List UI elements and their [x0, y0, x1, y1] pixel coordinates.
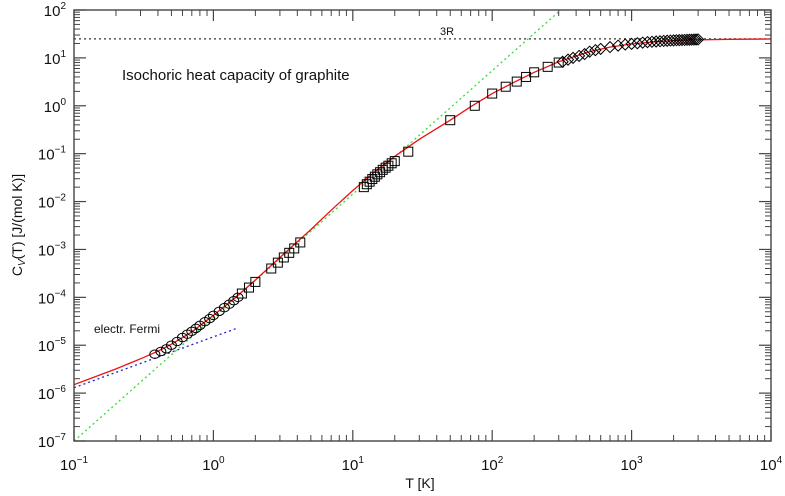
svg-text:CV(T) [J/(mol K)]: CV(T) [J/(mol K)]	[9, 174, 28, 276]
data-point-diamond	[566, 51, 580, 65]
y-tick-label: 10−3	[38, 240, 67, 259]
data-point-square	[386, 158, 397, 169]
data-point-circle	[186, 326, 198, 337]
y-tick-label: 10−2	[38, 193, 67, 212]
y-label-main: C	[9, 266, 25, 276]
data-point-diamond	[657, 34, 670, 48]
x-tick-label: 104	[760, 455, 783, 474]
data-point-square	[243, 282, 254, 293]
y-tick-label: 10−7	[38, 432, 67, 451]
fermi-label: electr. Fermi	[94, 322, 160, 336]
data-point-square	[236, 288, 247, 299]
data-point-diamond	[636, 36, 649, 49]
data-point-square	[553, 57, 564, 68]
y-tick-label: 10−1	[38, 145, 67, 164]
data-point-diamond	[561, 53, 575, 66]
y-label-rest: (T) [J/(mol K)]	[9, 174, 25, 260]
data-point-square	[500, 81, 511, 92]
data-point-square	[295, 237, 306, 248]
data-point-circle	[190, 323, 202, 334]
electronic-fermi-term-line	[74, 327, 239, 389]
x-tick-label: 103	[620, 455, 643, 474]
data-point-diamond	[685, 33, 698, 46]
x-axis-label: T [K]	[405, 475, 434, 491]
data-point-diamond	[687, 33, 701, 46]
x-tick-label: 102	[481, 455, 504, 474]
data-point-diamond	[572, 49, 586, 63]
y-tick-label: 102	[44, 1, 67, 20]
y-tick-label: 10−6	[38, 384, 67, 403]
data-point-diamond	[667, 34, 680, 47]
data-point-square	[487, 88, 498, 99]
data-point-square	[358, 182, 369, 193]
data-point-diamond	[660, 34, 674, 47]
data-point-diamond	[611, 39, 625, 52]
x-tick-label: 100	[202, 455, 225, 474]
plot-frame	[73, 9, 772, 442]
data-point-diamond	[664, 34, 677, 47]
data-point-square	[542, 61, 553, 72]
data-point-square	[361, 179, 372, 190]
plot-area	[74, 10, 771, 441]
data-point-square	[250, 276, 261, 287]
data-point-diamond	[683, 33, 696, 46]
y-tick-label: 10−5	[38, 336, 67, 355]
data-point-diamond	[619, 38, 632, 51]
y-tick-label: 10−4	[38, 288, 67, 307]
y-axis-label: CV(T) [J/(mol K)]	[9, 174, 28, 276]
three-r-label: 3R	[440, 26, 454, 38]
data-point-diamond	[680, 33, 694, 47]
data-point-diamond	[578, 47, 591, 61]
data-point-circle	[232, 292, 244, 303]
data-point-diamond	[631, 37, 644, 50]
data-point-diamond	[583, 45, 596, 58]
data-point-diamond	[556, 55, 569, 68]
model-fit-line	[74, 38, 771, 386]
chart-title: Isochoric heat capacity of graphite	[122, 67, 350, 84]
y-tick-label: 101	[44, 49, 67, 68]
data-point-square	[529, 67, 540, 78]
data-point-diamond	[625, 37, 638, 51]
x-tick-label: 101	[342, 455, 365, 474]
lattice-low-t-asymptote-line	[74, 10, 562, 441]
data-point-circle	[204, 313, 216, 324]
data-point-square	[389, 156, 400, 167]
data-point-circle	[155, 346, 167, 357]
data-point-square	[403, 146, 414, 157]
data-point-square	[469, 100, 480, 111]
x-tick-label: 10−1	[60, 455, 89, 474]
data-point-square	[266, 263, 277, 274]
data-point-diamond	[689, 33, 703, 46]
data-point-square	[272, 257, 283, 268]
y-tick-label: 100	[44, 97, 67, 116]
data-point-diamond	[589, 43, 602, 57]
data-point-circle	[149, 349, 161, 359]
data-point-diamond	[691, 33, 705, 46]
y-label-sub: V	[17, 258, 28, 266]
data-point-square	[445, 115, 456, 126]
data-point-square	[289, 243, 300, 254]
data-point-circle	[228, 296, 240, 306]
